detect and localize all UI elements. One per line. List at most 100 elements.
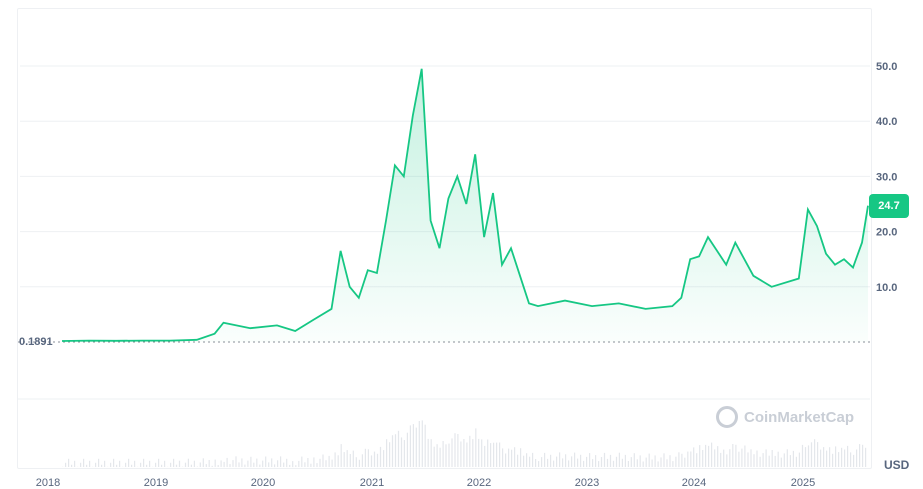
volume-bar bbox=[389, 442, 391, 467]
y-tick-label: 40.0 bbox=[876, 116, 897, 128]
volume-bar bbox=[229, 464, 231, 468]
volume-bar bbox=[550, 454, 552, 468]
volume-bar bbox=[669, 455, 671, 467]
coinmarketcap-wordmark: CoinMarketCap bbox=[744, 408, 855, 426]
volume-bar bbox=[475, 428, 477, 467]
volume-bar bbox=[226, 457, 228, 467]
volume-bar bbox=[298, 460, 300, 467]
volume-bar bbox=[328, 455, 330, 467]
volume-bar bbox=[777, 451, 779, 467]
volume-bar bbox=[232, 460, 234, 467]
volume-bar bbox=[397, 430, 400, 467]
volume-bar bbox=[158, 458, 160, 467]
volume-bar bbox=[574, 452, 576, 467]
volume-bar bbox=[241, 458, 243, 467]
volume-bar bbox=[223, 461, 225, 468]
volume-bar bbox=[756, 450, 758, 467]
volume-bar bbox=[618, 452, 620, 467]
volume-bar bbox=[639, 455, 641, 467]
volume-bar bbox=[789, 455, 791, 467]
volume-bar bbox=[394, 434, 397, 467]
volume-bar bbox=[645, 457, 647, 467]
volume-bar bbox=[439, 447, 441, 467]
volume-bar bbox=[493, 442, 495, 467]
volume-bar bbox=[835, 446, 837, 467]
volume-bar bbox=[409, 425, 411, 467]
volume-bar bbox=[289, 464, 291, 467]
volume-bar bbox=[853, 454, 855, 468]
volume-bar bbox=[358, 459, 360, 467]
volume-bar bbox=[490, 443, 492, 467]
chart-frame bbox=[17, 8, 872, 469]
volume-bar bbox=[184, 462, 187, 467]
volume-bar bbox=[271, 458, 273, 467]
volume-bar bbox=[304, 462, 306, 467]
volume-bar bbox=[732, 444, 734, 467]
volume-bar bbox=[83, 458, 85, 467]
volume-bar bbox=[738, 451, 740, 467]
volume-bar bbox=[481, 439, 483, 467]
volume-bar bbox=[753, 454, 755, 467]
volume-bar bbox=[74, 460, 76, 467]
volume-bar bbox=[654, 455, 656, 467]
volume-bar bbox=[690, 451, 692, 467]
price-area bbox=[62, 68, 868, 343]
volume-bar bbox=[768, 455, 770, 467]
volume-bar bbox=[199, 462, 201, 467]
volume-bar bbox=[553, 460, 555, 467]
volume-bar bbox=[762, 453, 764, 467]
volume-bar bbox=[508, 448, 510, 467]
volume-bar bbox=[633, 453, 635, 467]
volume-bar bbox=[391, 435, 394, 467]
currency-label: USD bbox=[884, 458, 910, 472]
volume-bar bbox=[865, 447, 867, 467]
y-tick-label: 10.0 bbox=[876, 282, 897, 294]
volume-bar bbox=[430, 439, 432, 467]
volume-bar bbox=[71, 464, 73, 467]
volume-bar bbox=[149, 460, 151, 467]
volume-bar bbox=[175, 464, 178, 467]
volume-bar bbox=[131, 464, 133, 467]
volume-bar bbox=[517, 454, 519, 467]
volume-bar bbox=[265, 456, 267, 467]
volume-bar bbox=[714, 449, 716, 467]
volume-bar bbox=[484, 445, 486, 467]
volume-bar bbox=[657, 461, 659, 467]
volume-bar bbox=[810, 442, 813, 467]
volume-bar bbox=[406, 432, 408, 467]
volume-bar bbox=[313, 457, 315, 467]
volume-bar bbox=[119, 460, 121, 467]
coinmarketcap-logo-icon bbox=[716, 406, 738, 428]
volume-bar bbox=[705, 444, 707, 467]
volume-bar bbox=[208, 460, 210, 467]
volume-bar bbox=[726, 454, 728, 467]
volume-bar bbox=[187, 458, 189, 467]
x-tick-label: 2019 bbox=[144, 477, 168, 489]
volume-bar bbox=[603, 452, 606, 467]
volume-bar bbox=[110, 462, 112, 467]
volume-bar bbox=[541, 457, 543, 467]
volume-bar bbox=[454, 433, 456, 467]
volume-bar bbox=[170, 462, 172, 467]
volume-bar bbox=[277, 460, 279, 467]
volume-bar bbox=[814, 439, 816, 467]
volume-bar bbox=[472, 439, 474, 467]
volume-bar bbox=[325, 460, 327, 467]
volume-bar bbox=[562, 458, 564, 468]
volume-bar bbox=[217, 465, 219, 467]
volume-bar bbox=[442, 441, 444, 467]
volume-bar bbox=[786, 449, 788, 468]
y-tick-label: 50.0 bbox=[876, 61, 897, 73]
volume-bar bbox=[101, 464, 103, 467]
volume-bar bbox=[211, 465, 213, 467]
volume-bar bbox=[361, 454, 363, 467]
volume-bar bbox=[729, 449, 731, 467]
volume-bar bbox=[364, 448, 366, 467]
volume-bar bbox=[403, 440, 405, 467]
x-tick-label: 2023 bbox=[575, 477, 599, 489]
volume-bar bbox=[343, 452, 345, 467]
volume-bar bbox=[89, 460, 91, 467]
volume-bar bbox=[615, 456, 618, 468]
volume-bar bbox=[765, 449, 767, 467]
